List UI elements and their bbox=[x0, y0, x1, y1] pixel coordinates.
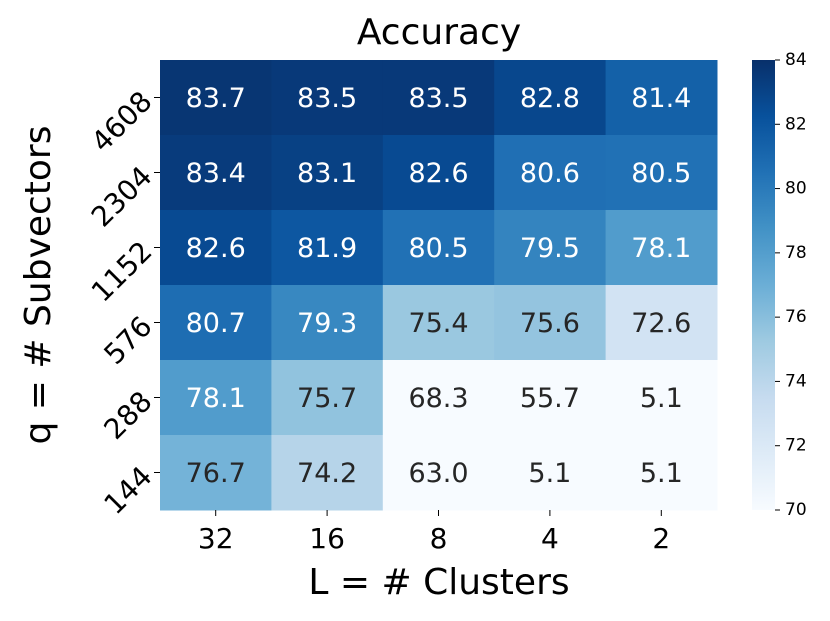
heatmap-cell bbox=[271, 210, 384, 286]
colorbar-tick-label: 78 bbox=[785, 243, 807, 263]
heatmap-cell bbox=[605, 285, 718, 361]
heatmap-cell bbox=[160, 60, 272, 136]
heatmap-cell bbox=[494, 135, 607, 211]
cell-label: 75.6 bbox=[520, 308, 580, 339]
y-tick-label: 1152 bbox=[85, 235, 159, 309]
cell-label: 63.0 bbox=[408, 458, 468, 489]
colorbar-tick-label: 82 bbox=[785, 114, 807, 134]
colorbar-tick-label: 70 bbox=[785, 500, 807, 520]
colorbar-tick-label: 74 bbox=[785, 371, 807, 391]
cell-label: 80.7 bbox=[186, 308, 246, 339]
heatmap-cell bbox=[382, 360, 495, 436]
x-tick-label: 2 bbox=[652, 522, 670, 555]
heatmap-cell bbox=[160, 360, 272, 436]
heatmap-cell bbox=[160, 210, 272, 286]
cell-label: 79.3 bbox=[297, 308, 357, 339]
x-tick-label: 16 bbox=[309, 522, 345, 555]
cell-label: 72.6 bbox=[631, 308, 691, 339]
cell-label: 83.1 bbox=[297, 158, 357, 189]
y-axis-label: q = # Subvectors bbox=[18, 126, 59, 445]
cell-label: 80.5 bbox=[408, 233, 468, 264]
heatmap-cell bbox=[494, 210, 607, 286]
heatmap-cell bbox=[271, 285, 384, 361]
cell-label: 5.1 bbox=[528, 458, 571, 489]
heatmap-cell bbox=[605, 60, 718, 136]
cell-label: 5.1 bbox=[640, 458, 683, 489]
cell-label: 82.6 bbox=[408, 158, 468, 189]
heatmap-cell bbox=[494, 360, 607, 436]
heatmap-cell bbox=[160, 135, 272, 211]
cell-label: 75.4 bbox=[408, 308, 468, 339]
heatmap-cell bbox=[271, 135, 384, 211]
cell-label: 76.7 bbox=[186, 458, 246, 489]
heatmap-cell bbox=[271, 360, 384, 436]
cell-label: 82.6 bbox=[186, 233, 246, 264]
colorbar bbox=[752, 60, 775, 510]
cell-label: 78.1 bbox=[631, 233, 691, 264]
heatmap-cell bbox=[382, 210, 495, 286]
y-tick-label: 4608 bbox=[85, 85, 159, 159]
heatmap-cell bbox=[494, 435, 607, 511]
cell-label: 80.6 bbox=[520, 158, 580, 189]
heatmap-cell bbox=[605, 210, 718, 286]
y-tick-label: 144 bbox=[97, 460, 158, 521]
cell-label: 83.4 bbox=[186, 158, 246, 189]
cell-label: 81.4 bbox=[631, 83, 691, 114]
heatmap-cell bbox=[605, 360, 718, 436]
heatmap-cell bbox=[382, 135, 495, 211]
y-tick-label: 288 bbox=[97, 385, 158, 446]
cell-label: 78.1 bbox=[186, 383, 246, 414]
cell-label: 5.1 bbox=[640, 383, 683, 414]
cell-label: 74.2 bbox=[297, 458, 357, 489]
x-tick-label: 4 bbox=[541, 522, 559, 555]
cell-label: 75.7 bbox=[297, 383, 357, 414]
chart-title: Accuracy bbox=[357, 12, 521, 53]
colorbar-tick-label: 84 bbox=[785, 50, 807, 70]
heatmap-cell bbox=[160, 285, 272, 361]
heatmap-cell bbox=[605, 435, 718, 511]
x-tick-label: 32 bbox=[198, 522, 234, 555]
colorbar-tick-label: 80 bbox=[785, 179, 807, 199]
heatmap-cell bbox=[382, 60, 495, 136]
colorbar-tick-label: 76 bbox=[785, 307, 807, 327]
cell-label: 55.7 bbox=[520, 383, 580, 414]
cell-label: 80.5 bbox=[631, 158, 691, 189]
heatmap-cell bbox=[271, 60, 384, 136]
heatmap-cell bbox=[382, 435, 495, 511]
colorbar-tick-label: 72 bbox=[785, 436, 807, 456]
heatmap-cell bbox=[605, 135, 718, 211]
x-tick-label: 8 bbox=[430, 522, 448, 555]
cell-label: 68.3 bbox=[408, 383, 468, 414]
cell-label: 83.5 bbox=[297, 83, 357, 114]
cell-label: 83.7 bbox=[186, 83, 246, 114]
heatmap-cell bbox=[271, 435, 384, 511]
cell-label: 83.5 bbox=[408, 83, 468, 114]
cell-label: 79.5 bbox=[520, 233, 580, 264]
cell-label: 82.8 bbox=[520, 83, 580, 114]
heatmap-cell bbox=[160, 435, 272, 511]
cell-label: 81.9 bbox=[297, 233, 357, 264]
y-tick-label: 576 bbox=[97, 310, 158, 371]
y-tick-label: 2304 bbox=[85, 160, 159, 234]
heatmap-cell bbox=[494, 60, 607, 136]
heatmap-cell bbox=[494, 285, 607, 361]
heatmap-cell bbox=[382, 285, 495, 361]
x-axis-label: L = # Clusters bbox=[308, 562, 569, 603]
